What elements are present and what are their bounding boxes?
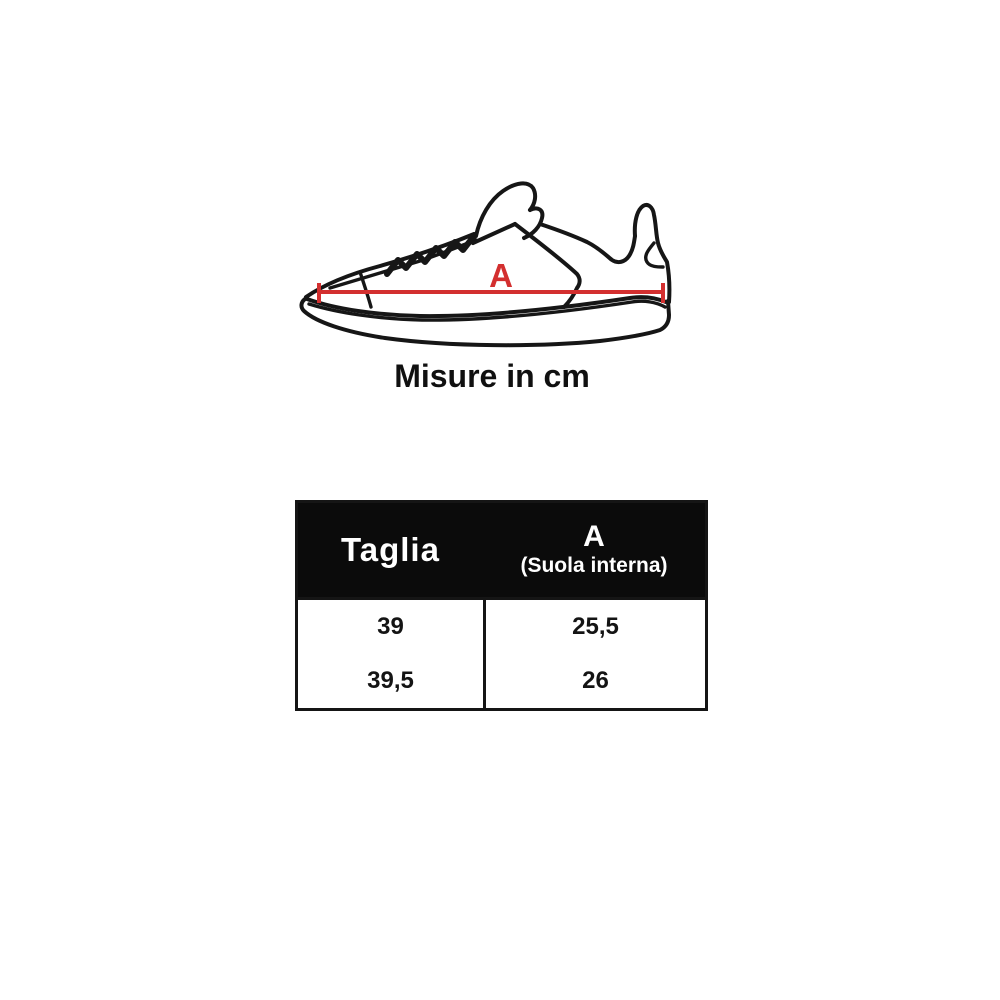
caption-misure: Misure in cm [394, 358, 590, 394]
cell-sole-length: 26 [483, 653, 705, 708]
collar-notch [471, 222, 517, 245]
table-row: 39 25,5 [298, 600, 705, 653]
heel-counter-wave [644, 241, 665, 269]
tongue-outline [474, 181, 538, 238]
tongue-curl [522, 206, 545, 240]
heel-tab [632, 203, 672, 304]
header-a-sublabel: (Suola interna) [520, 554, 668, 577]
header-cell-a: A (Suola interna) [483, 503, 705, 597]
header-a-label: A [583, 520, 605, 553]
sole-top-seam [305, 295, 668, 319]
size-table: Taglia A (Suola interna) 39 25,5 39,5 26 [295, 500, 708, 711]
table-row: 39,5 26 [298, 653, 705, 708]
shoe-illustration: A [299, 181, 672, 348]
sole-outline [299, 297, 671, 348]
cell-size: 39,5 [367, 666, 414, 694]
header-cell-taglia: Taglia [341, 531, 440, 568]
quarter-panel-edge [513, 222, 582, 309]
table-header-row: Taglia A (Suola interna) [298, 503, 705, 600]
measurement-label-a: A [489, 257, 513, 294]
front-silhouette [304, 232, 476, 299]
toe-cap-seam [358, 270, 373, 309]
cell-sole-length: 25,5 [483, 600, 705, 653]
cell-size: 39 [377, 612, 404, 640]
shoe-diagram: A [290, 160, 690, 360]
sole-second-seam [307, 299, 667, 322]
collar-sweep [538, 222, 637, 265]
laces-zigzag [384, 233, 477, 277]
